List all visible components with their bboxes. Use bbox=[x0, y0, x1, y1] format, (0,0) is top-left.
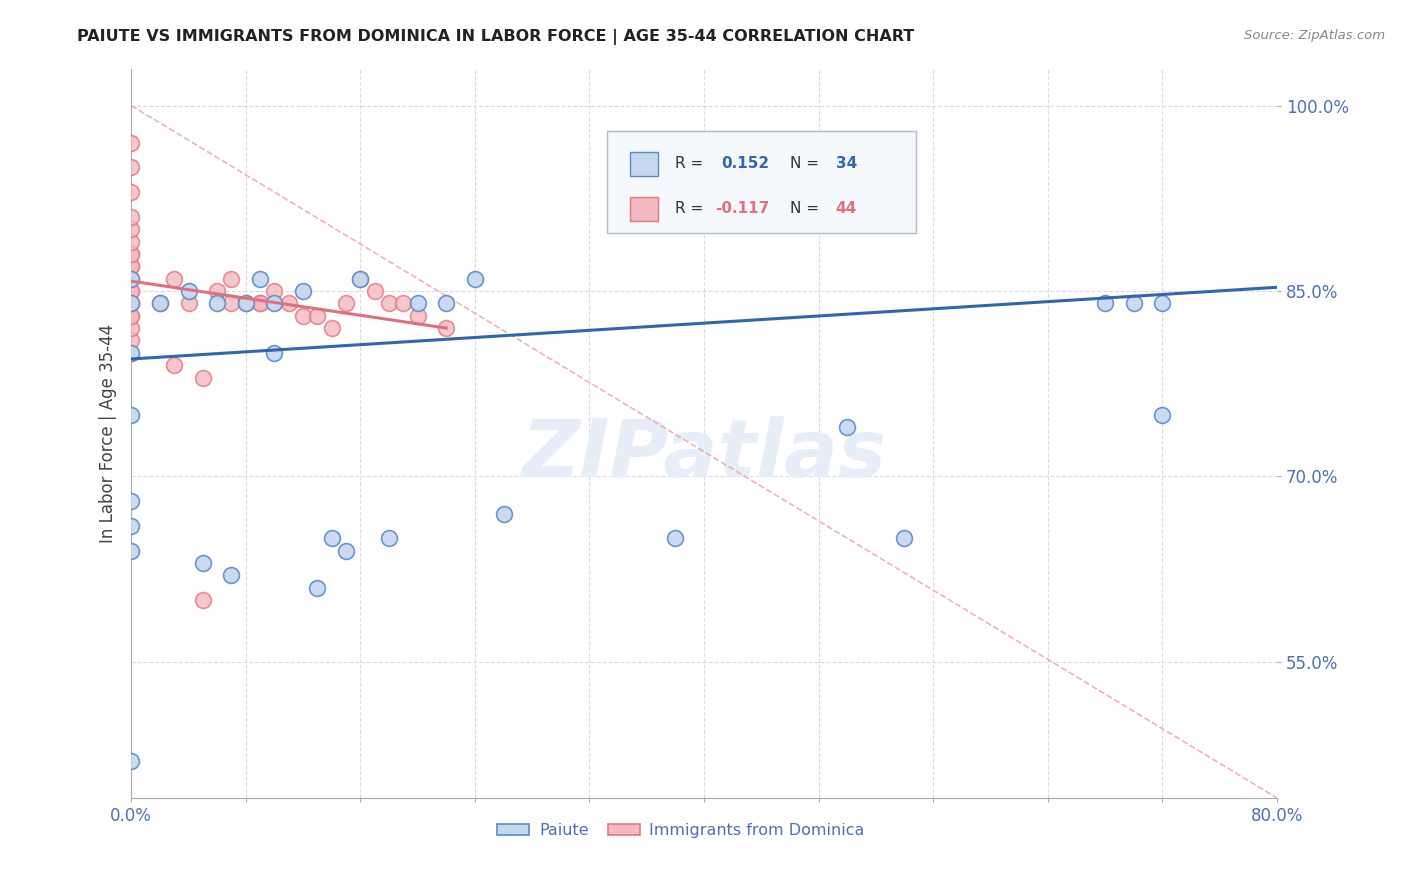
Point bbox=[120, 408, 142, 422]
Point bbox=[235, 296, 257, 310]
Point bbox=[837, 420, 859, 434]
Point bbox=[177, 296, 200, 310]
Point bbox=[120, 271, 142, 285]
Point bbox=[191, 593, 214, 607]
Point bbox=[205, 296, 228, 310]
Point bbox=[307, 581, 329, 595]
Point bbox=[1152, 296, 1174, 310]
Bar bbox=[630, 197, 658, 220]
Point bbox=[120, 754, 142, 768]
Point bbox=[120, 334, 142, 348]
Point bbox=[321, 531, 343, 545]
Point bbox=[1094, 296, 1116, 310]
Point bbox=[492, 507, 515, 521]
Point bbox=[292, 309, 315, 323]
Point bbox=[406, 309, 429, 323]
Point bbox=[177, 284, 200, 298]
Point bbox=[221, 568, 243, 582]
Point bbox=[221, 296, 243, 310]
Point bbox=[378, 531, 401, 545]
Point bbox=[163, 271, 186, 285]
Point bbox=[120, 346, 142, 360]
Point bbox=[191, 370, 214, 384]
Point bbox=[335, 543, 357, 558]
Point bbox=[120, 309, 142, 323]
Legend: Paiute, Immigrants from Dominica: Paiute, Immigrants from Dominica bbox=[491, 817, 872, 845]
Point bbox=[120, 260, 142, 274]
Text: ZIPatlas: ZIPatlas bbox=[522, 416, 887, 494]
Point bbox=[434, 296, 457, 310]
Point bbox=[249, 271, 271, 285]
Text: PAIUTE VS IMMIGRANTS FROM DOMINICA IN LABOR FORCE | AGE 35-44 CORRELATION CHART: PAIUTE VS IMMIGRANTS FROM DOMINICA IN LA… bbox=[77, 29, 914, 45]
Point bbox=[120, 210, 142, 224]
Point bbox=[263, 284, 285, 298]
Point bbox=[307, 309, 329, 323]
Point bbox=[120, 321, 142, 335]
Point bbox=[120, 260, 142, 274]
Point bbox=[406, 296, 429, 310]
Point bbox=[163, 358, 186, 372]
Point bbox=[120, 284, 142, 298]
Point bbox=[249, 296, 271, 310]
Point bbox=[120, 235, 142, 249]
Point bbox=[120, 296, 142, 310]
Point bbox=[120, 161, 142, 175]
Point bbox=[120, 247, 142, 261]
Text: R =: R = bbox=[675, 201, 709, 216]
Point bbox=[120, 296, 142, 310]
Point bbox=[335, 296, 357, 310]
Point bbox=[205, 284, 228, 298]
Point bbox=[292, 284, 315, 298]
Point bbox=[349, 271, 371, 285]
Point bbox=[120, 494, 142, 508]
Point bbox=[434, 321, 457, 335]
Point bbox=[1122, 296, 1144, 310]
Point bbox=[221, 271, 243, 285]
Point bbox=[120, 309, 142, 323]
FancyBboxPatch shape bbox=[606, 130, 915, 233]
Point bbox=[363, 284, 385, 298]
Text: N =: N = bbox=[790, 201, 824, 216]
Point bbox=[191, 556, 214, 570]
Point bbox=[263, 346, 285, 360]
Text: 44: 44 bbox=[835, 201, 858, 216]
Text: 0.152: 0.152 bbox=[721, 156, 769, 171]
Point bbox=[120, 543, 142, 558]
Point bbox=[149, 296, 172, 310]
Point bbox=[120, 222, 142, 236]
Point bbox=[664, 531, 686, 545]
Point bbox=[263, 296, 285, 310]
Text: -0.117: -0.117 bbox=[716, 201, 769, 216]
Point bbox=[1152, 408, 1174, 422]
Point bbox=[120, 247, 142, 261]
Text: R =: R = bbox=[675, 156, 709, 171]
Y-axis label: In Labor Force | Age 35-44: In Labor Force | Age 35-44 bbox=[100, 324, 117, 542]
Point bbox=[464, 271, 486, 285]
Text: N =: N = bbox=[790, 156, 824, 171]
Point bbox=[392, 296, 415, 310]
Point bbox=[378, 296, 401, 310]
Point bbox=[120, 346, 142, 360]
Point bbox=[120, 185, 142, 199]
Point bbox=[235, 296, 257, 310]
Text: Source: ZipAtlas.com: Source: ZipAtlas.com bbox=[1244, 29, 1385, 42]
Point bbox=[120, 271, 142, 285]
Text: 34: 34 bbox=[835, 156, 858, 171]
Point bbox=[893, 531, 915, 545]
Point bbox=[120, 296, 142, 310]
Point bbox=[349, 271, 371, 285]
Point bbox=[277, 296, 299, 310]
Bar bbox=[630, 153, 658, 176]
Point bbox=[120, 519, 142, 533]
Point bbox=[149, 296, 172, 310]
Point bbox=[120, 284, 142, 298]
Point bbox=[321, 321, 343, 335]
Point bbox=[249, 296, 271, 310]
Point bbox=[120, 136, 142, 150]
